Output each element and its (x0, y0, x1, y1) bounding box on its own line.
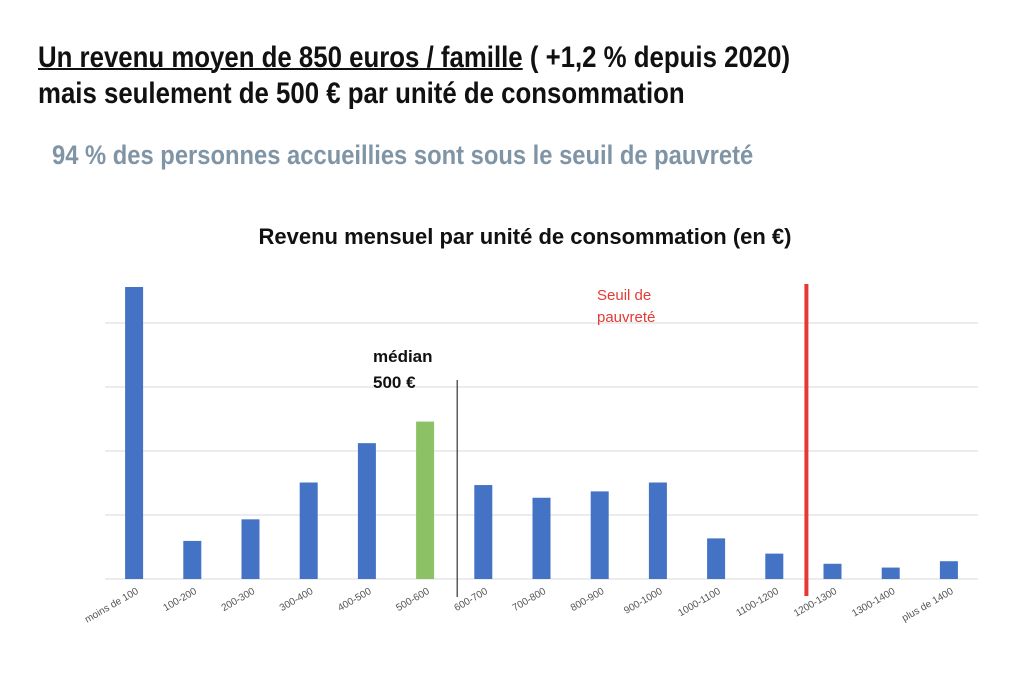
bar-moins-de-100 (125, 287, 144, 579)
bar-1300-1400 (881, 567, 900, 579)
x-tick-label: 1300-1400 (850, 586, 897, 620)
x-tick-label: moins de 100 (83, 586, 141, 626)
bar-300-400 (299, 482, 318, 579)
x-tick-label: 500-600 (394, 586, 432, 614)
median-label-line-2: 500 € (373, 373, 416, 392)
bar-400-500 (357, 443, 376, 579)
chart-x-tick-labels: moins de 100 100-200 200-300 300-400 400-500… (83, 586, 956, 626)
x-tick-label: 200-300 (220, 586, 258, 614)
median-label-line-1: médian (373, 347, 433, 366)
bar-1200-1300 (823, 563, 842, 579)
headline-rest-text: ( +1,2 % depuis 2020) (522, 41, 791, 74)
headline-underlined-text: Un revenu moyen de 850 euros / famille (38, 41, 523, 74)
x-tick-label: 1000-1100 (676, 586, 723, 619)
chart-bars (125, 287, 958, 579)
page-headline: Un revenu moyen de 850 euros / famille (… (38, 40, 790, 112)
x-tick-label: 100-200 (162, 586, 200, 614)
x-tick-label: 900-1000 (622, 586, 664, 617)
page-subtitle: 94 % des personnes accueillies sont sous… (52, 140, 754, 170)
chart-annotations: médian 500 € Seuil de pauvreté (373, 284, 809, 597)
chart-title: Revenu mensuel par unité de consommation… (259, 224, 792, 249)
bar-200-300 (241, 519, 260, 579)
poverty-threshold-label-line-2: pauvreté (597, 309, 655, 326)
bar-1100-1200 (765, 553, 784, 579)
x-tick-label: 1200-1300 (792, 586, 839, 620)
bar-800-900 (590, 491, 609, 579)
bar-100-200 (183, 540, 202, 579)
x-tick-label: 700-800 (511, 586, 549, 614)
x-tick-label: 400-500 (336, 586, 374, 614)
headline-line-1: Un revenu moyen de 850 euros / famille (… (38, 40, 790, 76)
x-tick-label: 800-900 (569, 586, 607, 614)
bar-1000-1100 (707, 538, 726, 579)
x-tick-label: 300-400 (278, 586, 316, 614)
x-tick-label: 600-700 (453, 586, 491, 614)
bar-900-1000 (648, 482, 667, 579)
bar-700-800 (532, 497, 551, 579)
poverty-threshold-label-line-1: Seuil de (597, 287, 651, 304)
bar-500-600 (416, 421, 435, 579)
headline-line-2: mais seulement de 500 € par unité de con… (38, 77, 685, 110)
bar-600-700 (474, 485, 493, 579)
bar-plus-de-1400 (939, 561, 958, 579)
x-tick-label: 1100-1200 (735, 586, 782, 619)
x-tick-label: plus de 1400 (900, 586, 955, 624)
